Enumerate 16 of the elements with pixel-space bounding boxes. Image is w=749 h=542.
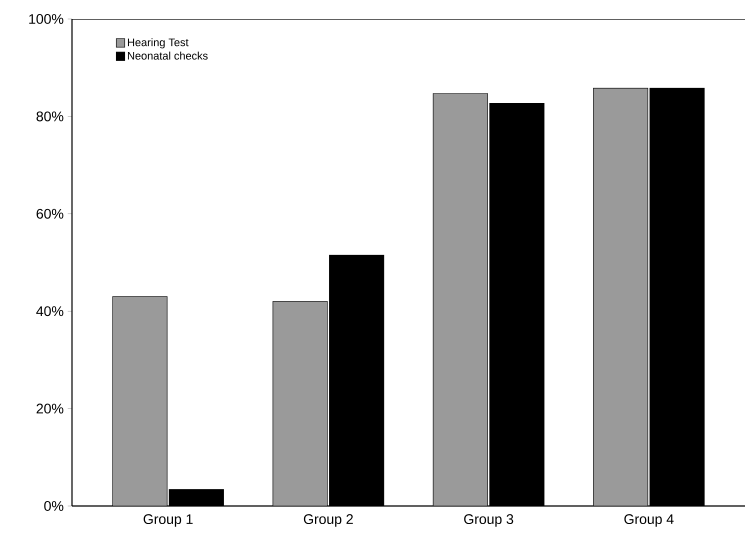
x-tick-label: Group 2 bbox=[304, 514, 353, 527]
bar bbox=[272, 301, 328, 506]
y-tick-label: 100% bbox=[29, 14, 64, 24]
y-tick-label: 40% bbox=[36, 306, 64, 316]
legend-label: Hearing Test bbox=[128, 38, 189, 48]
y-tick-label: 80% bbox=[36, 111, 64, 122]
x-tick-label: Group 1 bbox=[144, 514, 193, 527]
x-tick-label: Group 3 bbox=[464, 514, 514, 527]
y-tick-label: 60% bbox=[36, 208, 64, 219]
y-tick-label: 20% bbox=[36, 404, 64, 414]
bar bbox=[432, 93, 488, 506]
bar bbox=[112, 296, 168, 506]
x-tick-label: Group 4 bbox=[624, 514, 674, 527]
y-tick-label: 0% bbox=[44, 501, 64, 511]
legend-label: Neonatal checks bbox=[128, 52, 208, 60]
bar bbox=[593, 88, 648, 506]
